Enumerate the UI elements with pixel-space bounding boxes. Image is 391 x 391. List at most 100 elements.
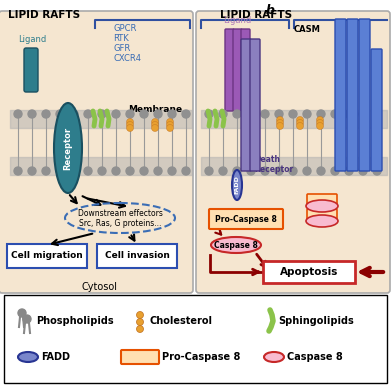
Circle shape	[331, 110, 339, 118]
Circle shape	[56, 167, 64, 175]
FancyBboxPatch shape	[250, 39, 260, 171]
Circle shape	[140, 167, 148, 175]
Circle shape	[168, 110, 176, 118]
Circle shape	[167, 122, 174, 129]
Text: FADD: FADD	[41, 352, 70, 362]
Text: Cholesterol: Cholesterol	[150, 316, 213, 326]
Circle shape	[337, 120, 344, 127]
Text: GFR: GFR	[113, 44, 130, 53]
Circle shape	[345, 167, 353, 175]
Circle shape	[205, 110, 213, 118]
Text: Death
Receptor: Death Receptor	[254, 155, 293, 174]
Text: Downstream effectors: Downstream effectors	[77, 210, 162, 219]
Circle shape	[42, 167, 50, 175]
Text: Sphingolipids: Sphingolipids	[278, 316, 354, 326]
Circle shape	[84, 110, 92, 118]
Circle shape	[317, 110, 325, 118]
FancyBboxPatch shape	[263, 261, 355, 283]
Circle shape	[167, 118, 174, 126]
Circle shape	[261, 110, 269, 118]
Circle shape	[127, 124, 133, 131]
Text: LIPID RAFTS: LIPID RAFTS	[220, 10, 292, 20]
Circle shape	[151, 118, 158, 126]
Circle shape	[205, 167, 213, 175]
FancyBboxPatch shape	[359, 19, 370, 171]
Text: CXCR4: CXCR4	[113, 54, 141, 63]
Circle shape	[136, 319, 143, 325]
Circle shape	[359, 167, 367, 175]
Circle shape	[247, 110, 255, 118]
Ellipse shape	[306, 200, 338, 212]
FancyBboxPatch shape	[97, 244, 177, 268]
Circle shape	[182, 167, 190, 175]
Circle shape	[337, 117, 344, 124]
Circle shape	[140, 110, 148, 118]
Circle shape	[98, 110, 106, 118]
Text: Pro-Caspase 8: Pro-Caspase 8	[215, 215, 277, 224]
Circle shape	[18, 309, 26, 317]
Circle shape	[28, 110, 36, 118]
Circle shape	[154, 110, 162, 118]
Circle shape	[182, 110, 190, 118]
Ellipse shape	[18, 352, 38, 362]
Text: Cell invasion: Cell invasion	[104, 251, 169, 260]
Circle shape	[359, 110, 367, 118]
Circle shape	[276, 120, 283, 127]
Ellipse shape	[264, 352, 284, 362]
Circle shape	[275, 110, 283, 118]
Circle shape	[98, 167, 106, 175]
Circle shape	[303, 167, 311, 175]
FancyBboxPatch shape	[225, 29, 234, 111]
Circle shape	[233, 167, 241, 175]
Text: Cell migration: Cell migration	[11, 251, 83, 260]
FancyBboxPatch shape	[7, 244, 87, 268]
Circle shape	[247, 167, 255, 175]
Circle shape	[56, 110, 64, 118]
Circle shape	[373, 167, 381, 175]
Circle shape	[276, 117, 283, 124]
FancyBboxPatch shape	[347, 19, 358, 171]
Circle shape	[276, 122, 283, 129]
Circle shape	[296, 122, 303, 129]
Circle shape	[296, 117, 303, 124]
Text: FADD: FADD	[235, 176, 240, 194]
Circle shape	[317, 167, 325, 175]
FancyBboxPatch shape	[241, 29, 250, 111]
Circle shape	[127, 118, 133, 126]
Circle shape	[316, 120, 323, 127]
Text: Phospholipids: Phospholipids	[36, 316, 114, 326]
Text: GPCR: GPCR	[113, 24, 136, 33]
Circle shape	[289, 167, 297, 175]
Circle shape	[70, 110, 78, 118]
Circle shape	[154, 167, 162, 175]
Circle shape	[331, 167, 339, 175]
FancyBboxPatch shape	[241, 39, 251, 171]
FancyBboxPatch shape	[4, 295, 387, 383]
Circle shape	[337, 122, 344, 129]
Circle shape	[127, 122, 133, 129]
Text: Receptor: Receptor	[63, 126, 72, 170]
Circle shape	[233, 110, 241, 118]
Circle shape	[42, 110, 50, 118]
Ellipse shape	[306, 215, 338, 227]
Circle shape	[70, 167, 78, 175]
Circle shape	[373, 110, 381, 118]
Circle shape	[168, 167, 176, 175]
Text: b: b	[265, 4, 274, 17]
Circle shape	[136, 325, 143, 332]
Circle shape	[303, 110, 311, 118]
Text: RTK: RTK	[113, 34, 129, 43]
Text: Src, Ras, G proteins...: Src, Ras, G proteins...	[79, 219, 161, 228]
Circle shape	[261, 167, 269, 175]
Text: LIPID RAFTS: LIPID RAFTS	[8, 10, 80, 20]
FancyBboxPatch shape	[24, 48, 38, 92]
Circle shape	[14, 110, 22, 118]
FancyBboxPatch shape	[371, 49, 382, 171]
FancyBboxPatch shape	[233, 29, 242, 111]
Text: Apoptosis: Apoptosis	[280, 267, 338, 277]
Circle shape	[126, 167, 134, 175]
Text: CASM: CASM	[294, 25, 321, 34]
Text: Ligand: Ligand	[18, 35, 46, 44]
Text: Caspase 8: Caspase 8	[214, 240, 258, 249]
Ellipse shape	[211, 237, 261, 253]
